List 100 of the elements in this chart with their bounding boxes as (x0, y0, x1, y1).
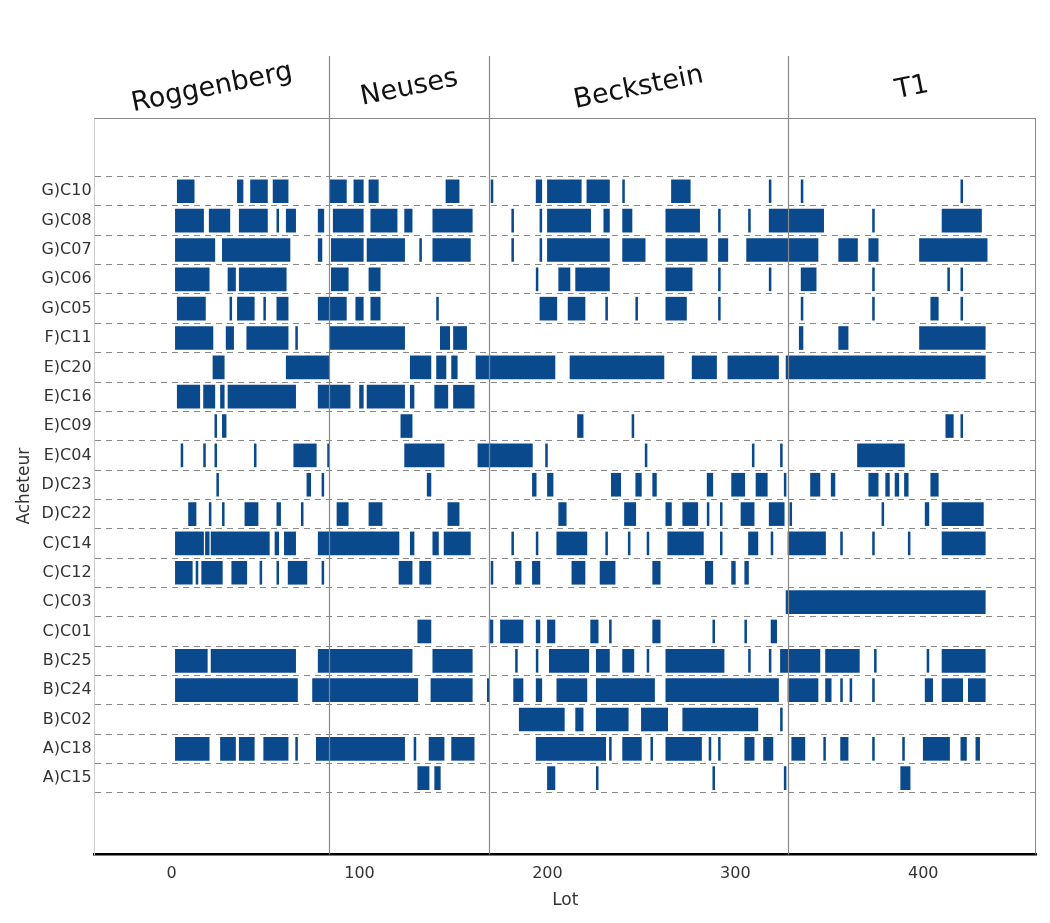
bar (332, 208, 364, 233)
bar (763, 737, 774, 761)
bar (317, 531, 400, 556)
bar (272, 179, 289, 204)
bar (253, 443, 257, 468)
bar (210, 648, 296, 673)
bar (960, 737, 967, 761)
x-tick-label: 200 (532, 863, 563, 883)
bar (609, 619, 612, 644)
bar (575, 267, 610, 292)
bar (409, 355, 432, 380)
bar (208, 208, 231, 233)
bar (285, 355, 330, 380)
bar (922, 737, 950, 761)
bar (447, 502, 460, 526)
bar (575, 707, 584, 732)
bar (731, 472, 746, 497)
bar (740, 502, 755, 526)
bar (175, 238, 216, 262)
bar (175, 326, 214, 350)
bar (451, 737, 475, 761)
bar (830, 472, 836, 497)
bar (432, 531, 439, 556)
bar (331, 238, 364, 262)
bar (515, 560, 522, 585)
bar (569, 355, 665, 380)
bar (175, 267, 210, 292)
bar (872, 737, 875, 761)
bar (368, 267, 381, 292)
bar (924, 678, 933, 702)
bar (511, 531, 514, 556)
bar (368, 179, 379, 204)
y-tick-label: E)C16 (43, 385, 92, 405)
bar (368, 502, 383, 526)
bar (558, 502, 567, 526)
bar (440, 326, 451, 350)
bar (682, 707, 759, 732)
bar (315, 737, 405, 761)
bar (609, 737, 612, 761)
bar (426, 472, 432, 497)
bar (212, 355, 225, 380)
y-tick-label: G)C06 (41, 268, 92, 288)
bar (220, 737, 236, 761)
bar (329, 326, 405, 350)
bar (768, 208, 824, 233)
y-tick-label: C)C12 (42, 561, 92, 581)
bar (746, 238, 819, 262)
bar (874, 648, 877, 673)
bar (532, 560, 541, 585)
bar (872, 531, 875, 556)
bar (665, 208, 700, 233)
bar (968, 678, 986, 702)
bar (451, 355, 458, 380)
bar (453, 384, 475, 409)
bar (238, 267, 287, 292)
bar (417, 619, 432, 644)
bar (567, 296, 586, 321)
bar (838, 238, 858, 262)
bar (175, 678, 298, 702)
bar (398, 560, 413, 585)
bar (404, 208, 413, 233)
bar (595, 648, 610, 673)
y-axis-title: Acheteur (12, 447, 33, 525)
bar (718, 208, 721, 233)
bar (443, 531, 471, 556)
y-tick-label: G)C10 (41, 180, 92, 200)
bar (622, 208, 633, 233)
y-tick-label: B)C02 (42, 708, 92, 728)
bar (798, 326, 804, 350)
bar (317, 296, 347, 321)
bar (263, 737, 289, 761)
bar (201, 560, 223, 585)
bar (287, 560, 308, 585)
y-tick-label: A)C15 (42, 767, 92, 787)
bar (284, 531, 296, 556)
bar (924, 502, 930, 526)
bar (718, 296, 721, 321)
y-tick-label: E)C20 (43, 356, 92, 376)
bar (868, 472, 879, 497)
bar (919, 326, 986, 350)
bar (246, 326, 289, 350)
bar (650, 737, 653, 761)
bar (577, 414, 584, 438)
bar (748, 208, 751, 233)
bar (652, 619, 661, 644)
bar (539, 296, 558, 321)
bar (263, 296, 266, 321)
bar (719, 531, 723, 556)
bar (872, 267, 875, 292)
y-tick-label: A)C18 (42, 737, 92, 757)
bar (712, 766, 715, 791)
y-tick-label: G)C07 (41, 239, 92, 259)
y-tick-label: E)C04 (43, 444, 92, 464)
bar (704, 560, 714, 585)
bar (885, 472, 890, 497)
text: Neuses (357, 60, 461, 111)
y-tick-label: F)C11 (44, 327, 92, 347)
bar (317, 384, 351, 409)
bar (475, 355, 556, 380)
bar (610, 472, 622, 497)
